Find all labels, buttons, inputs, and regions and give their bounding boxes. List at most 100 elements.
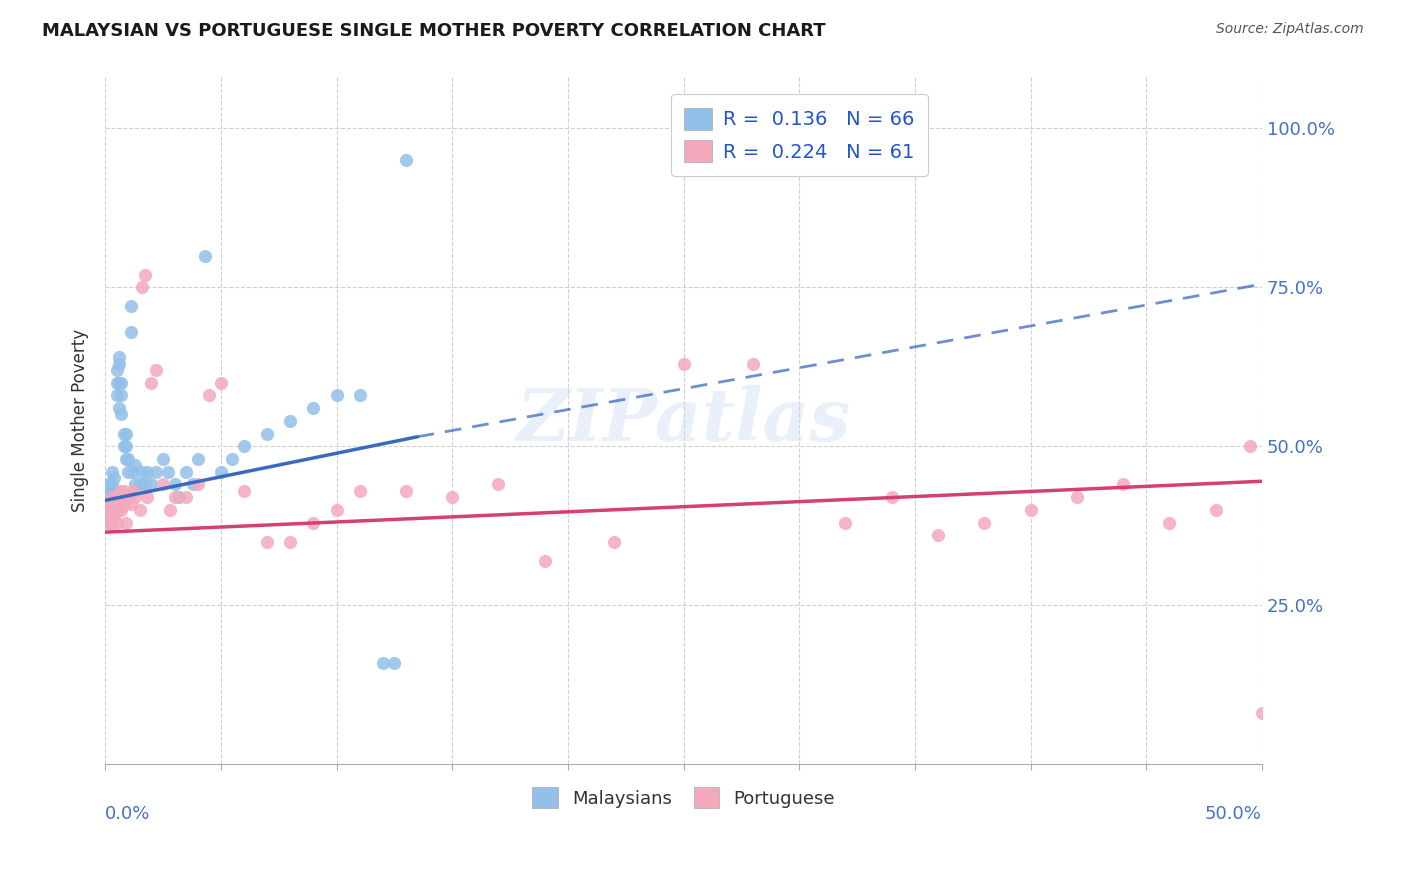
Point [120,325,142,339]
Point [1251,706,1274,721]
Point [103,490,125,504]
Point [101,490,124,504]
Point [742,357,765,371]
Point [174,465,197,479]
Point [209,465,232,479]
Point [110,483,132,498]
Point [441,490,464,504]
Point [152,477,174,491]
Point [1019,503,1042,517]
Point [1205,503,1227,517]
Point [103,503,125,517]
Point [103,471,125,485]
Point [101,516,124,530]
Point [325,503,347,517]
Point [1066,490,1088,504]
Point [1112,477,1135,491]
Point [256,426,278,441]
Point [103,496,125,510]
Point [96,496,118,510]
Point [101,503,124,517]
Point [115,452,138,467]
Text: MALAYSIAN VS PORTUGUESE SINGLE MOTHER POVERTY CORRELATION CHART: MALAYSIAN VS PORTUGUESE SINGLE MOTHER PO… [42,22,825,40]
Point [256,534,278,549]
Point [108,496,131,510]
Y-axis label: Single Mother Poverty: Single Mother Poverty [72,329,89,512]
Point [112,496,135,510]
Point [156,465,179,479]
Point [124,477,146,491]
Point [117,452,139,467]
Point [108,490,131,504]
Point [488,477,510,491]
Point [110,388,132,402]
Point [135,490,157,504]
Point [105,503,128,517]
Point [103,483,125,498]
Text: ZIPatlas: ZIPatlas [516,385,851,457]
Point [122,465,145,479]
Point [108,376,131,390]
Point [349,483,371,498]
Point [110,376,132,390]
Point [163,477,186,491]
Point [198,388,221,402]
Point [131,280,153,294]
Point [101,465,124,479]
Point [395,483,418,498]
Point [122,483,145,498]
Point [105,388,128,402]
Point [134,268,156,282]
Point [112,426,135,441]
Text: 0.0%: 0.0% [105,805,150,823]
Point [101,477,124,491]
Point [115,439,138,453]
Point [96,516,118,530]
Legend: Malaysians, Portuguese: Malaysians, Portuguese [523,778,844,817]
Point [98,496,121,510]
Point [105,363,128,377]
Point [167,490,190,504]
Point [834,516,856,530]
Point [163,490,186,504]
Point [108,401,131,416]
Point [1159,516,1181,530]
Point [96,503,118,517]
Text: Source: ZipAtlas.com: Source: ZipAtlas.com [1216,22,1364,37]
Point [134,477,156,491]
Point [159,503,181,517]
Point [98,483,121,498]
Point [152,452,174,467]
Point [105,516,128,530]
Point [98,503,121,517]
Point [96,496,118,510]
Point [880,490,903,504]
Point [96,503,118,517]
Point [115,516,138,530]
Point [124,490,146,504]
Point [112,439,135,453]
Point [117,490,139,504]
Point [384,656,406,670]
Text: 50.0%: 50.0% [1205,805,1263,823]
Point [131,465,153,479]
Point [115,426,138,441]
Point [96,477,118,491]
Point [302,401,325,416]
Point [105,376,128,390]
Point [221,452,243,467]
Point [96,516,118,530]
Point [325,388,347,402]
Point [349,388,371,402]
Point [233,439,256,453]
Point [187,477,209,491]
Point [120,496,142,510]
Point [973,516,995,530]
Point [141,477,163,491]
Point [112,483,135,498]
Point [141,376,163,390]
Point [101,490,124,504]
Point [101,503,124,517]
Point [145,363,167,377]
Point [98,509,121,524]
